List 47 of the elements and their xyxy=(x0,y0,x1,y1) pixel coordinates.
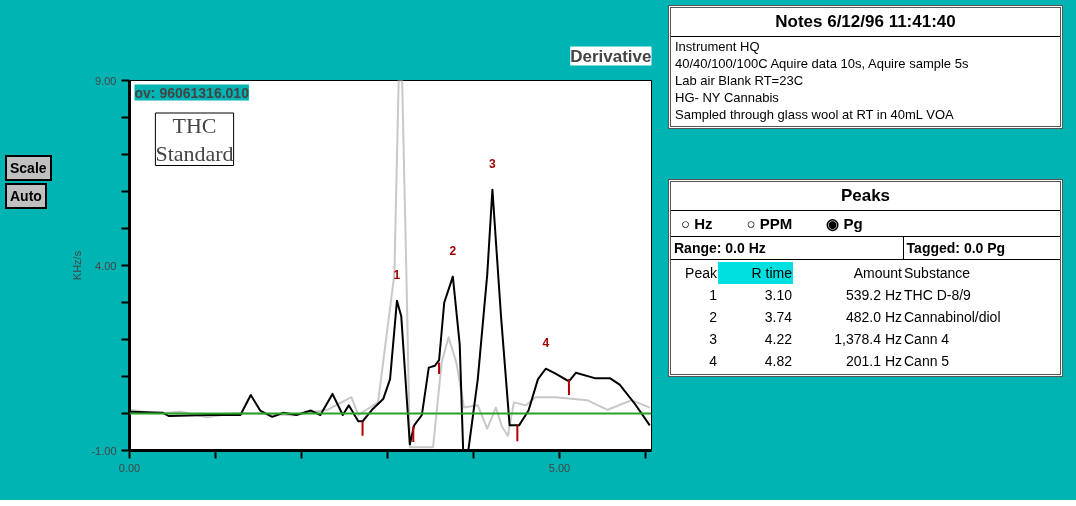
annotation: 1 xyxy=(393,267,401,282)
annotation: THC Standard xyxy=(155,113,234,166)
x-tick-label: 0.00 xyxy=(118,461,141,474)
text: Range: 0.0 Hz xyxy=(671,237,904,260)
text: HG- NY Cannabis xyxy=(675,89,780,107)
text: Scale xyxy=(5,155,52,181)
text: Amount xyxy=(852,264,903,284)
text: 3 xyxy=(708,330,718,350)
text: 2 xyxy=(708,308,718,328)
y-axis-title: KHz/s xyxy=(71,250,84,281)
y-tick-label: 4.00 xyxy=(95,259,117,272)
text: 1 xyxy=(708,286,718,306)
text: 40/40/100/100C Aquire data 10s, Aquire sample 5s xyxy=(675,56,970,74)
text: Tagged: 0.0 Pg xyxy=(905,239,1007,259)
text: R time xyxy=(718,262,793,285)
text: Cann 5 xyxy=(903,352,951,372)
text: 539.2 Hz xyxy=(844,286,903,306)
text: ○ PPM xyxy=(746,215,793,233)
annotation: ov: 96061316.010 xyxy=(134,84,250,101)
text: 482.0 Hz xyxy=(844,308,903,328)
text: ◉ Pg xyxy=(826,215,863,233)
text: Cann 4 xyxy=(903,330,951,350)
text: 1,378.4 Hz xyxy=(833,330,903,350)
chart-title: Derivative xyxy=(570,46,652,66)
x-tick-label: 5.00 xyxy=(548,461,571,474)
text: 201.1 Hz xyxy=(844,352,903,372)
text: Lab air Blank RT=23C xyxy=(675,73,805,90)
text: 4.82 xyxy=(763,352,793,372)
annotation: 4 xyxy=(542,335,550,350)
text: Instrument HQ xyxy=(675,39,761,57)
text: Notes 6/12/96 11:41:40 xyxy=(671,8,1060,38)
text: Peak xyxy=(684,264,718,284)
text: Substance xyxy=(903,264,972,284)
text: Sampled through glass wool at RT in 40mL VOA xyxy=(675,106,955,124)
annotation: 2 xyxy=(449,243,457,258)
annotation: 3 xyxy=(489,156,497,171)
y-tick-label: 9.00 xyxy=(95,74,117,87)
text: ○ Hz xyxy=(681,215,713,233)
text: Auto xyxy=(5,183,47,209)
y-tick-label: -1.00 xyxy=(91,444,117,457)
text: THC D-8/9 xyxy=(903,286,972,306)
text: 3.10 xyxy=(763,286,793,306)
text: 4.22 xyxy=(763,330,793,350)
text: Peaks xyxy=(671,181,1060,212)
text: 3.74 xyxy=(763,308,793,328)
text: Cannabinol/diol xyxy=(903,308,1002,328)
text: 4 xyxy=(708,352,718,372)
